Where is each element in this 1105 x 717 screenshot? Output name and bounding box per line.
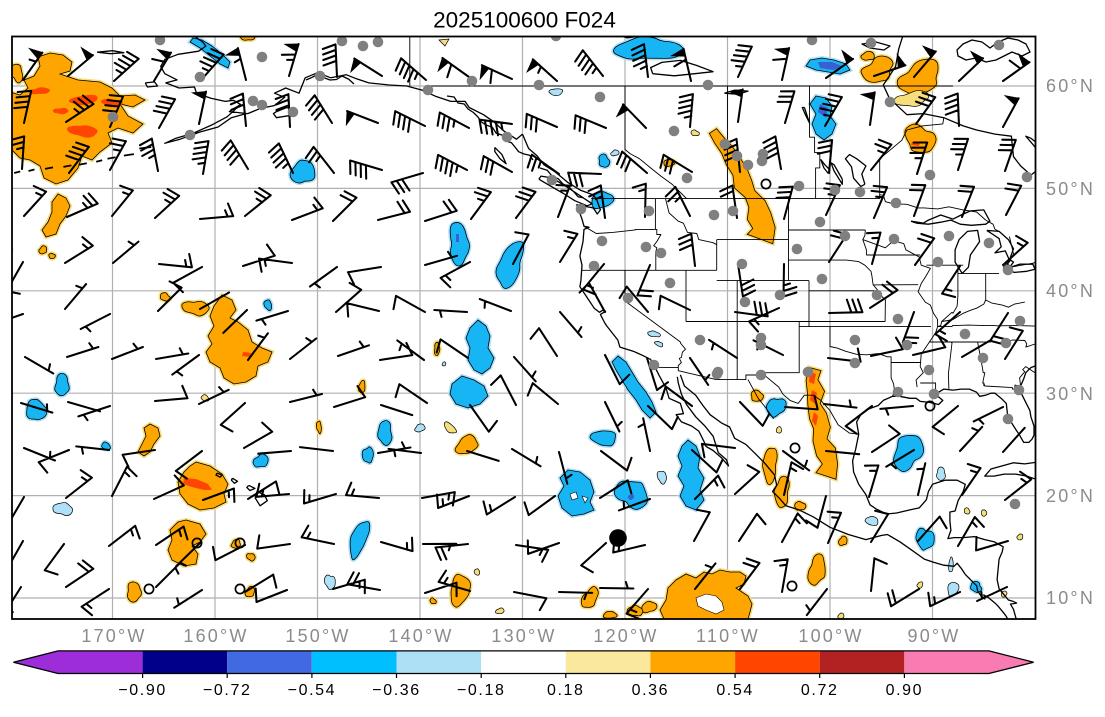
svg-text:40°N: 40°N	[1046, 281, 1095, 301]
svg-text:−0.36: −0.36	[372, 682, 420, 699]
svg-text:90°W: 90°W	[907, 626, 960, 646]
svg-text:130°W: 130°W	[491, 626, 556, 646]
svg-text:2025100600 F024: 2025100600 F024	[433, 8, 616, 33]
svg-text:160°W: 160°W	[183, 626, 248, 646]
svg-text:0.90: 0.90	[886, 682, 924, 699]
svg-text:60°N: 60°N	[1046, 76, 1095, 96]
svg-text:0.18: 0.18	[547, 682, 585, 699]
svg-text:−0.18: −0.18	[457, 682, 505, 699]
svg-text:−0.72: −0.72	[203, 682, 251, 699]
svg-text:120°W: 120°W	[593, 626, 658, 646]
svg-text:150°W: 150°W	[285, 626, 350, 646]
svg-text:170°W: 170°W	[81, 626, 146, 646]
svg-text:−0.54: −0.54	[288, 682, 336, 699]
svg-text:−0.90: −0.90	[118, 682, 166, 699]
svg-text:20°N: 20°N	[1046, 486, 1095, 506]
svg-text:140°W: 140°W	[388, 626, 453, 646]
svg-text:110°W: 110°W	[696, 626, 760, 646]
svg-text:0.72: 0.72	[801, 682, 839, 699]
svg-text:100°W: 100°W	[798, 626, 863, 646]
svg-text:0.36: 0.36	[632, 682, 670, 699]
svg-text:30°N: 30°N	[1046, 384, 1095, 404]
svg-text:0.54: 0.54	[716, 682, 754, 699]
svg-text:50°N: 50°N	[1046, 179, 1095, 199]
svg-text:10°N: 10°N	[1046, 588, 1095, 608]
